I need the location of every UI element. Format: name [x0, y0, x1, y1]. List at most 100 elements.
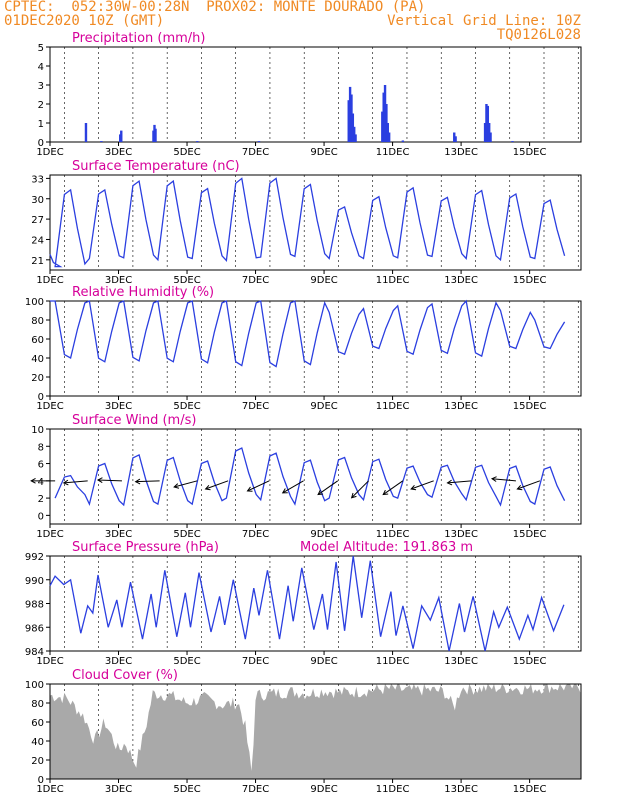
x-tick-label: 3DEC	[105, 275, 132, 286]
y-tick-label: 27	[31, 215, 44, 226]
x-tick-label: 5DEC	[173, 147, 200, 158]
x-tick-label: 9DEC	[310, 401, 337, 412]
x-tick-label: 1DEC	[36, 784, 63, 795]
header-location: CPTEC: 052:30W-00:28N PROX02: MONTE DOUR…	[4, 0, 426, 15]
y-tick-label: 2	[38, 100, 44, 111]
wind-arrow-head	[30, 477, 36, 484]
y-tick-label: 33	[31, 174, 44, 185]
y-tick-label: 4	[38, 477, 44, 488]
panel-frame	[49, 683, 582, 780]
y-tick-label: 5	[38, 43, 44, 54]
x-tick-label: 15DEC	[513, 275, 547, 286]
wind-arrow-head	[317, 489, 324, 496]
x-tick-label: 13DEC	[444, 656, 478, 667]
panel-frame	[49, 428, 582, 525]
x-tick-label: 7DEC	[242, 784, 269, 795]
x-tick-label: 9DEC	[310, 656, 337, 667]
wind-arrow-head	[281, 488, 288, 494]
y-tick-label: 992	[25, 552, 44, 563]
precip-bar	[351, 113, 355, 142]
wind-arrow-shaft	[410, 480, 434, 490]
precip-bar	[383, 85, 387, 142]
panel-title: Surface Pressure (hPa)	[72, 540, 219, 555]
wind-arrow-shaft	[135, 480, 160, 483]
precip-bar	[382, 92, 385, 142]
x-tick-label: 7DEC	[242, 656, 269, 667]
y-tick-label: 6	[38, 460, 44, 471]
x-tick-label: 7DEC	[242, 147, 269, 158]
wind-arrow-shaft	[173, 480, 198, 488]
precip-bar	[485, 104, 488, 142]
y-tick-label: 40	[31, 354, 44, 365]
wind-arrow-shaft	[63, 480, 88, 484]
y-tick-label: 100	[25, 680, 44, 691]
y-tick-label: 10	[31, 425, 44, 436]
wind-arrow-shaft	[205, 480, 229, 490]
y-tick-label: 3	[38, 81, 44, 92]
wind-arrow-head	[490, 476, 497, 482]
precip-bar	[385, 104, 388, 142]
panel-title: Surface Temperature (nC)	[72, 159, 240, 174]
y-tick-label: 1	[38, 119, 44, 130]
y-tick-label: 990	[25, 576, 44, 587]
y-tick-label: 986	[25, 623, 44, 634]
x-tick-label: 1DEC	[36, 529, 63, 540]
x-tick-label: 5DEC	[173, 784, 200, 795]
panel-press	[46, 555, 582, 655]
wind-arrow-head	[204, 484, 211, 491]
precip-bar	[487, 123, 491, 142]
x-tick-label: 13DEC	[444, 784, 478, 795]
x-tick-label: 5DEC	[173, 656, 200, 667]
panel-extra: Model Altitude: 191.863 m	[300, 540, 473, 555]
x-tick-label: 1DEC	[36, 401, 63, 412]
precip-bar	[350, 94, 353, 142]
x-tick-label: 9DEC	[310, 275, 337, 286]
y-tick-label: 60	[31, 335, 44, 346]
x-tick-label: 15DEC	[513, 529, 547, 540]
x-tick-label: 3DEC	[105, 401, 132, 412]
wind-speed-line	[54, 447, 566, 507]
panel-frame	[49, 555, 582, 652]
precip-bar	[100, 141, 103, 142]
y-tick-label: 40	[31, 737, 44, 748]
y-tick-label: 984	[25, 647, 44, 658]
x-tick-label: 15DEC	[513, 656, 547, 667]
precip-bar	[257, 141, 261, 142]
wind-arrow-shaft	[351, 480, 369, 499]
panel-wind	[46, 428, 582, 528]
x-tick-label: 1DEC	[36, 147, 63, 158]
x-tick-label: 1DEC	[36, 656, 63, 667]
y-tick-label: 0	[38, 138, 44, 149]
cloud-cover-area	[50, 684, 581, 779]
humidity-line	[50, 299, 566, 368]
y-tick-label: 80	[31, 699, 44, 710]
y-tick-label: 30	[31, 195, 44, 206]
wind-arrow-head	[446, 479, 453, 486]
panel-rh	[46, 300, 582, 400]
x-tick-label: 11DEC	[376, 401, 410, 412]
wind-arrow-head	[516, 484, 523, 491]
panel-precip	[46, 46, 582, 146]
x-tick-label: 9DEC	[310, 784, 337, 795]
precip-bar	[386, 123, 389, 142]
x-tick-label: 3DEC	[105, 656, 132, 667]
wind-arrow-head	[62, 479, 69, 486]
x-tick-label: 7DEC	[242, 401, 269, 412]
x-tick-label: 5DEC	[173, 529, 200, 540]
header-run-time: 01DEC2020 10Z (GMT)	[4, 13, 165, 29]
precip-bar	[154, 128, 157, 142]
x-tick-label: 15DEC	[513, 401, 547, 412]
wind-arrow-shaft	[247, 480, 270, 492]
x-tick-label: 5DEC	[173, 275, 200, 286]
y-tick-label: 988	[25, 600, 44, 611]
y-tick-label: 8	[38, 442, 44, 453]
x-tick-label: 9DEC	[310, 529, 337, 540]
y-tick-label: 60	[31, 718, 44, 729]
wind-arrow-head	[173, 483, 180, 489]
precip-bar	[120, 130, 123, 142]
wind-arrow-head	[382, 489, 389, 496]
x-tick-label: 11DEC	[376, 275, 410, 286]
x-tick-label: 15DEC	[513, 147, 547, 158]
wind-arrow-head	[350, 492, 357, 499]
panel-frame	[49, 174, 582, 271]
